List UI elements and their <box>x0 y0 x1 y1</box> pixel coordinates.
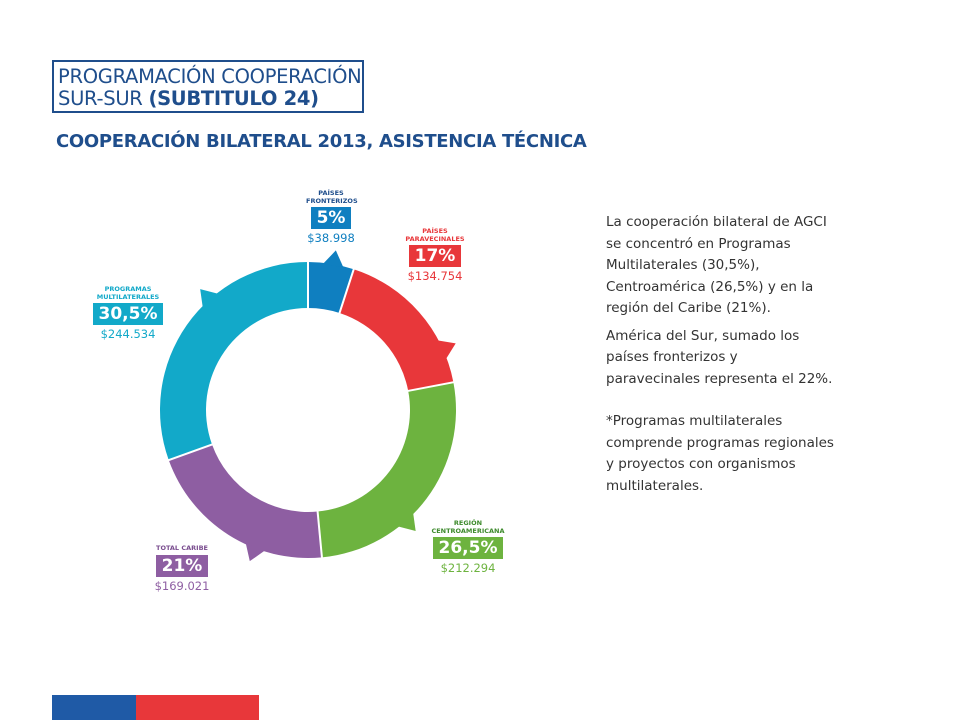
donut-pointer-centroamericana <box>397 512 416 532</box>
description-paragraph-2: América del Sur, sumado los países front… <box>606 327 833 387</box>
donut-separator <box>316 510 324 559</box>
donut-slice-multilaterales <box>160 262 308 461</box>
callout-amount: $212.294 <box>440 561 496 575</box>
callout-amount: $169.021 <box>154 578 210 593</box>
callout-percent: 21% <box>155 554 209 577</box>
donut-separator <box>338 267 355 315</box>
header-title-regular: SUR-SUR <box>58 87 143 110</box>
description-panel: La cooperación bilateral de AGCI se conc… <box>606 212 834 497</box>
callout-label: TOTAL CARIBE <box>156 544 208 552</box>
callout-percent: 26,5% <box>432 537 504 559</box>
donut-pointer-multilaterales <box>200 289 219 308</box>
footer-bar-blue <box>52 695 136 720</box>
donut-separator <box>407 381 455 393</box>
donut-pointer-paravecinales <box>437 340 456 360</box>
donut-slice-centroamericana <box>317 382 456 558</box>
callout-amount: $244.534 <box>100 327 156 341</box>
footer-bar-red <box>136 695 259 720</box>
callout-fronterizos: PAÍSES FRONTERIZOS 5% $38.998 <box>296 189 366 245</box>
description-footnote: *Programas multilaterales comprende prog… <box>606 413 834 494</box>
callout-label: PAÍSES PARAVECINALES <box>405 227 465 243</box>
donut-pointer-fronterizos <box>323 250 344 268</box>
callout-percent: 17% <box>408 245 462 267</box>
header-title-bold: (SUBTITULO 24) <box>148 87 319 110</box>
callout-percent: 30,5% <box>92 303 164 325</box>
description-paragraph-1: La cooperación bilateral de AGCI se conc… <box>606 214 827 316</box>
donut-separator <box>167 443 214 462</box>
callout-caribe: TOTAL CARIBE 21% $169.021 <box>140 544 224 593</box>
header-title-line1: PROGRAMACIÓN COOPERACIÓN <box>58 65 362 88</box>
callout-amount: $134.754 <box>407 269 463 283</box>
header-title-line2: SUR-SUR (SUBTITULO 24) <box>58 89 319 109</box>
callout-label: PROGRAMAS MULTILATERALES <box>96 285 160 301</box>
callout-multilaterales: PROGRAMAS MULTILATERALES 30,5% $244.534 <box>88 285 168 341</box>
donut-slice-fronterizos <box>308 262 354 313</box>
donut-slice-paravecinales <box>339 269 454 391</box>
section-header: PROGRAMACIÓN COOPERACIÓN SUR-SUR (SUBTIT… <box>52 60 364 113</box>
callout-percent: 5% <box>310 207 352 229</box>
callout-paravecinales: PAÍSES PARAVECINALES 17% $134.754 <box>398 227 472 283</box>
donut-slice-caribe <box>168 444 322 559</box>
callout-centroamericana: REGIÓN CENTROAMERICANA 26,5% $212.294 <box>426 519 510 575</box>
callout-label: PAÍSES FRONTERIZOS <box>306 189 358 205</box>
donut-pointer-caribe <box>245 543 265 562</box>
callout-label: REGIÓN CENTROAMERICANA <box>431 519 505 535</box>
callout-amount: $38.998 <box>307 231 355 245</box>
chart-title: COOPERACIÓN BILATERAL 2013, ASISTENCIA T… <box>56 131 587 152</box>
